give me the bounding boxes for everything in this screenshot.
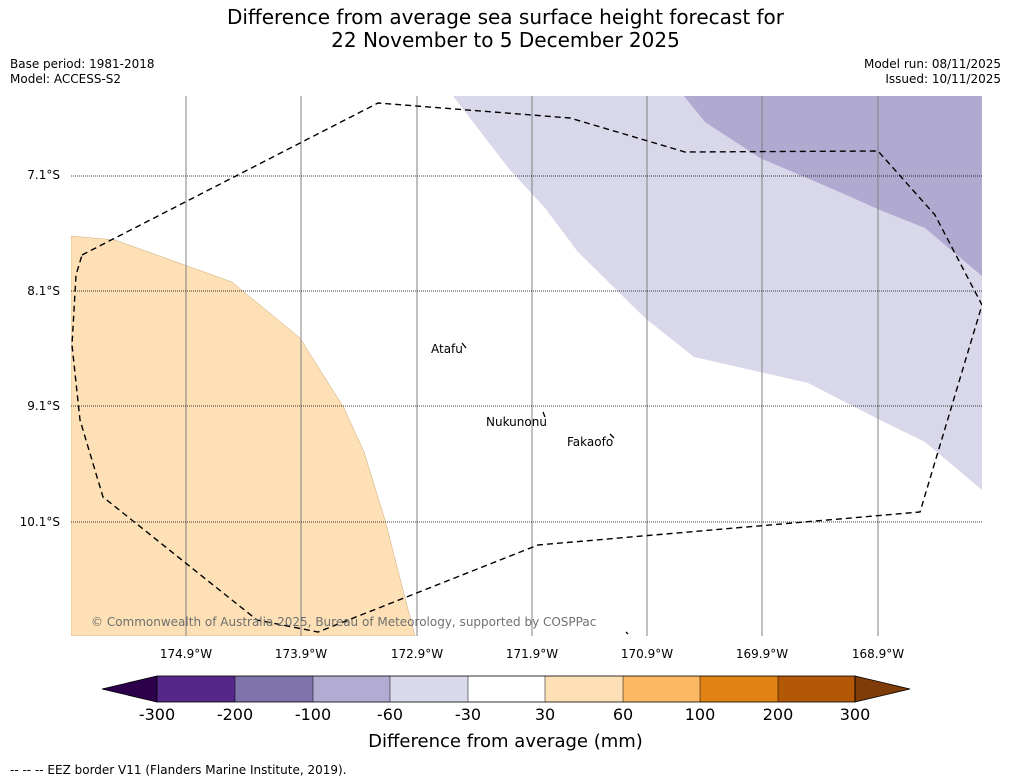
colorbar-bin-3 <box>313 676 390 702</box>
mid-purple-region <box>684 96 982 276</box>
place-fakaofo: Fakaofo <box>567 435 614 449</box>
colorbar-tick-2: -200 <box>216 705 254 724</box>
colorbar-tick-5: -30 <box>454 705 482 724</box>
colorbar-extend-low <box>101 675 158 703</box>
colorbar <box>101 675 911 703</box>
nukunonu-island-mark <box>542 411 546 418</box>
lon-label-1: 174.9°W <box>159 647 213 661</box>
lat-label-2: 8.1°S <box>27 284 60 298</box>
colorbar-bin-6 <box>545 676 623 702</box>
colorbar-tick-3: -100 <box>294 705 332 724</box>
title-line-1: Difference from average sea surface heig… <box>226 5 785 29</box>
colorbar-title: Difference from average (mm) <box>368 731 643 752</box>
lon-label-4: 171.9°W <box>505 647 559 661</box>
colorbar-tick-7: 60 <box>612 705 634 724</box>
atafu-island-mark <box>461 342 467 349</box>
lat-label-1: 7.1°S <box>27 168 60 182</box>
colorbar-tick-10: 300 <box>839 705 871 724</box>
model-run: Model run: 08/11/2025 <box>863 57 1001 71</box>
meta-left: Base period: 1981-2018 Model: ACCESS-S2 <box>10 57 155 87</box>
colorbar-bin-9 <box>778 676 855 702</box>
colorbar-bin-5 <box>468 676 545 702</box>
orange-region <box>71 235 416 636</box>
issued-date: Issued: 10/11/2025 <box>885 72 1001 86</box>
eez-legend: -- -- -- EEZ border V11 (Flanders Marine… <box>10 763 347 777</box>
title-line-2: 22 November to 5 December 2025 <box>331 28 680 52</box>
colorbar-tick-6: 30 <box>534 705 556 724</box>
lat-label-4: 10.1°S <box>19 515 60 529</box>
place-atafu: Atafu <box>431 342 463 356</box>
place-nukunonu: Nukunonu <box>486 415 547 429</box>
base-period: Base period: 1981-2018 <box>10 57 155 71</box>
map-title: Difference from average sea surface heig… <box>0 6 1011 52</box>
colorbar-tick-8: 100 <box>684 705 716 724</box>
eez-border <box>71 102 982 633</box>
colorbar-bin-7 <box>623 676 700 702</box>
lat-label-3: 9.1°S <box>27 399 60 413</box>
lon-label-3: 172.9°W <box>390 647 444 661</box>
longitude-gridlines <box>185 96 879 636</box>
copyright-notice: © Commonwealth of Australia 2025, Bureau… <box>91 615 597 629</box>
colorbar-extend-high <box>854 675 911 703</box>
colorbar-tick-9: 200 <box>762 705 794 724</box>
small-island-mark <box>625 631 629 635</box>
colorbar-bin-8 <box>700 676 778 702</box>
colorbar-bin-2 <box>235 676 313 702</box>
lon-label-7: 168.9°W <box>851 647 905 661</box>
colorbar-bin-1 <box>157 676 235 702</box>
lon-label-6: 169.9°W <box>735 647 789 661</box>
colorbar-tick-4: -60 <box>376 705 404 724</box>
colorbar-tick-1: -300 <box>138 705 176 724</box>
colorbar-bin-4 <box>390 676 468 702</box>
lon-label-2: 173.9°W <box>274 647 328 661</box>
model-name: Model: ACCESS-S2 <box>10 72 122 86</box>
fakaofo-island-mark <box>609 433 615 439</box>
lon-label-5: 170.9°W <box>620 647 674 661</box>
meta-right: Model run: 08/11/2025 Issued: 10/11/2025 <box>864 57 1001 87</box>
